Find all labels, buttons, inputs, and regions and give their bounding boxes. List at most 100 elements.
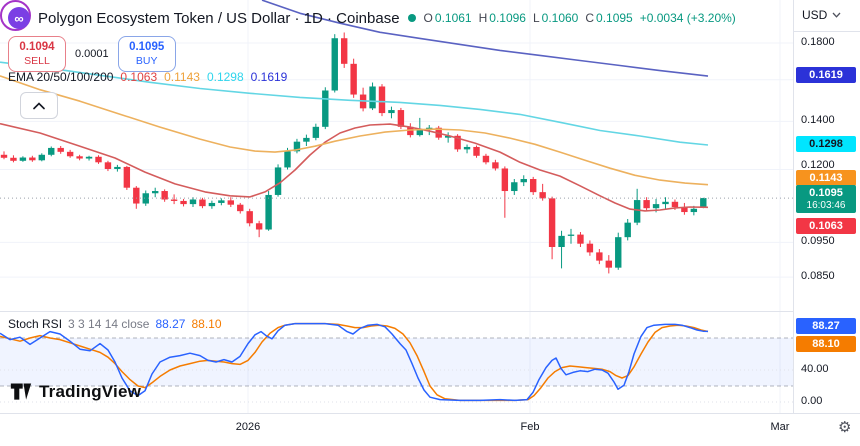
pane-separator[interactable] [0,311,860,312]
chart-canvas[interactable] [0,0,793,446]
candle-body [492,162,499,169]
candle-body [152,191,159,194]
candle-body [624,222,631,238]
candle-body [652,204,660,209]
tradingview-watermark[interactable]: TradingView [10,382,141,402]
candle-body [341,38,348,64]
ohlc-value: 0.1060 [541,11,579,25]
ema-value: 0.1143 [164,70,200,84]
price-axis-badge: 0.1063 [796,217,856,234]
candle-body [237,204,244,212]
currency-label: USD [802,8,828,22]
stoch-rsi-pane[interactable] [0,322,793,403]
price-axis-badge: 0.1298 [796,135,856,152]
candle-body [501,168,509,192]
ema-legend-label: EMA 20/50/100/200 [8,70,114,84]
watermark-text: TradingView [39,382,142,401]
time-axis-label: 2026 [235,421,261,433]
sell-label: SELL [24,54,50,67]
candle-body [189,199,197,205]
sell-button[interactable]: 0.1094 SELL [8,36,66,72]
candle-body [123,166,131,188]
candles [0,32,707,274]
currency-selector[interactable]: USD [802,8,841,22]
ema50-line [0,75,709,186]
candle-body [265,194,272,230]
change-value: +0.0034 (+3.20%) [639,11,736,25]
symbol-title[interactable]: Polygon Ecosystem Token / US Dollar · 1D… [38,9,400,27]
candle-body [114,166,121,169]
candle-body [218,200,225,203]
candle-body [567,234,575,236]
ohlc-label: H [478,11,488,25]
ema100-line [0,61,709,146]
ema200-line [261,0,709,77]
candle-body [38,154,45,161]
candle-body [303,137,310,142]
ema20-line [0,122,709,212]
polygon-logo-icon: ∞ [8,7,30,29]
price-axis-badge: 0.1143 [796,170,856,187]
candle-body [180,200,187,205]
price-axis-label: 0.0950 [801,235,835,248]
price-axis-badge: 0.1095 16:03:46 [796,185,856,214]
candle-body [530,179,537,193]
gear-icon[interactable]: ⚙ [838,419,852,436]
candle-body [511,182,518,192]
candle-body [416,130,423,136]
candle-body [388,110,395,114]
candle-body [548,198,556,248]
candle-body [671,201,679,208]
ohlc-value: 0.1095 [596,11,633,25]
buy-button[interactable]: 0.1095 BUY [117,36,176,72]
candle-body [199,199,206,207]
axis-divider [794,31,860,32]
candle-body [161,191,168,200]
stoch-params: 3 3 14 14 close [68,317,150,331]
candle-body [0,154,8,158]
candle-body [558,235,565,248]
candle-body [142,193,149,204]
stoch-rsi-legend[interactable]: Stoch RSI 3 3 14 14 close 88.27 88.10 [8,317,222,331]
candle-body [643,200,650,209]
stoch-d-line [0,322,709,402]
ema-legend-values: 0.1063 0.1143 0.1298 0.1619 [120,70,294,84]
candle-body [170,199,178,201]
price-axis-label: 0.1200 [801,158,835,171]
time-axis[interactable]: ⚙ 2026 Feb Mar [0,413,860,446]
candle-body [473,146,480,156]
candle-body [208,202,216,207]
candle-body [615,237,622,268]
tradingview-logo-icon [10,383,32,400]
candlestick-pane[interactable] [0,0,793,274]
candle-body [605,260,612,268]
candle-body [19,157,27,161]
buy-label: BUY [135,54,158,67]
candle-body [95,156,102,163]
symbol-header[interactable]: ∞ Polygon Ecosystem Token / US Dollar · … [8,7,736,29]
price-axis-label: 0.00 [801,395,823,407]
candle-body [48,147,55,155]
stoch-k-line [0,322,709,402]
market-status-dot-icon [407,14,416,22]
candle-body [482,155,490,163]
price-axis[interactable]: USD 0.1800 0.1619 0.1400 0.1298 0.1200 0.1143… [793,0,860,446]
candle-body [322,90,329,127]
ema-legend[interactable]: EMA 20/50/100/200 0.1063 0.1143 0.1298 0.16… [8,70,294,84]
stoch-k-value: 88.27 [155,317,186,331]
ohlc-readout: O 0.1061 H 0.1096 L 0.1060 C 0.1095 +0.0034 (+3.… [424,11,736,25]
candle-body [397,110,405,127]
candle-body [76,156,83,159]
candle-body [57,147,64,152]
candle-body [227,200,234,205]
candle-body [681,207,688,213]
time-axis-label: Feb [520,421,540,433]
ema-value: 0.1063 [120,70,158,84]
time-axis-label: Mar [770,421,790,433]
stoch-d-value: 88.10 [191,317,222,331]
candle-body [331,38,338,91]
collapse-panel-button[interactable] [20,92,58,119]
candle-body [133,187,140,204]
candle-body [66,151,74,157]
